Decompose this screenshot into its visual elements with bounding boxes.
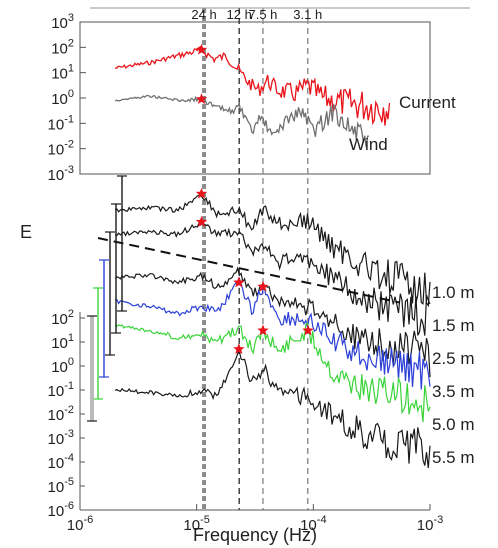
series-label: 5.5 m bbox=[432, 448, 475, 467]
series-line-current bbox=[115, 45, 391, 126]
series-line-5-0-m bbox=[114, 322, 431, 423]
y-tick-label: 102 bbox=[51, 37, 74, 57]
peak-marker bbox=[233, 276, 245, 288]
series-labels: Current Wind 1.0 m 1.5 m 2.5 m 3.5 m 5.0 m 5.5 … bbox=[349, 93, 475, 467]
peak-marker bbox=[195, 216, 208, 227]
series-line-5-5-m bbox=[114, 349, 431, 469]
x-tick-label: 10-3 bbox=[417, 514, 443, 534]
top-panel-series bbox=[114, 43, 391, 148]
y-tick-label: 10-1 bbox=[48, 380, 74, 400]
peak-marker bbox=[302, 324, 314, 336]
y-tick-label: 10-1 bbox=[48, 113, 74, 133]
period-label: 3.1 h bbox=[293, 7, 322, 22]
y-tick-label: 103 bbox=[51, 12, 74, 32]
series-label: Current bbox=[399, 93, 456, 112]
y-tick-label: 100 bbox=[51, 88, 74, 108]
y-tick-label: 101 bbox=[51, 63, 74, 83]
series-label: 1.5 m bbox=[432, 316, 475, 335]
reference-slope-line bbox=[97, 237, 401, 304]
x-tick-label: 10-6 bbox=[67, 514, 93, 534]
y-tick-label: 10-3 bbox=[48, 428, 74, 448]
y-tick-label: 10-4 bbox=[48, 452, 74, 472]
bottom-panel-y-axis: 102 101 100 10-1 10-2 10-3 10-4 10-5 10-6 bbox=[48, 308, 85, 520]
peak-marker bbox=[257, 280, 269, 292]
series-label: 1.0 m bbox=[432, 283, 475, 302]
reference-slope bbox=[97, 237, 401, 304]
period-label: 12 h bbox=[227, 7, 252, 22]
x-tick-label: 10-5 bbox=[183, 514, 209, 534]
series-label: 5.0 m bbox=[432, 415, 475, 434]
peak-marker bbox=[195, 93, 208, 104]
peak-marker bbox=[195, 43, 208, 55]
y-tick-label: 10-2 bbox=[48, 404, 74, 424]
peak-marker bbox=[233, 343, 245, 355]
y-tick-label: 100 bbox=[51, 356, 74, 376]
bottom-panel-series bbox=[114, 187, 431, 469]
y-tick-label: 10-6 bbox=[48, 500, 74, 520]
top-panel-y-axis: 103 102 101 100 10-1 10-2 10-3 bbox=[48, 12, 86, 184]
y-tick-label: 10-2 bbox=[48, 139, 74, 159]
y-tick-label: 101 bbox=[51, 332, 74, 352]
peak-marker bbox=[195, 187, 208, 199]
peak-marker bbox=[257, 324, 269, 336]
series-line-1-5-m bbox=[114, 221, 431, 336]
confidence-bars bbox=[87, 175, 127, 422]
series-label: Wind bbox=[349, 135, 388, 154]
x-axis-label: Frequency (Hz) bbox=[193, 525, 317, 545]
series-line-2-5-m bbox=[114, 266, 431, 378]
top-panel: 103 102 101 100 10-1 10-2 10-3 bbox=[48, 7, 470, 510]
series-line-3-5-m bbox=[115, 276, 431, 390]
period-line-labels: 24 h 12 h7.5 h 3.1 h bbox=[191, 7, 322, 22]
period-label: 7.5 h bbox=[248, 7, 277, 22]
y-tick-label: 10-5 bbox=[48, 476, 74, 496]
bottom-panel-x-axis: 10-6 10-5 10-4 10-3 bbox=[67, 504, 443, 534]
series-line-1-0-m bbox=[114, 194, 431, 308]
y-axis-label: E bbox=[20, 222, 32, 242]
series-label: 3.5 m bbox=[432, 382, 475, 401]
x-tick-label: 10-4 bbox=[300, 514, 326, 534]
series-label: 2.5 m bbox=[432, 349, 475, 368]
period-label: 24 h bbox=[191, 7, 216, 22]
y-tick-label: 102 bbox=[51, 308, 74, 328]
y-tick-label: 10-3 bbox=[48, 164, 74, 184]
series-line-wind bbox=[114, 94, 370, 148]
